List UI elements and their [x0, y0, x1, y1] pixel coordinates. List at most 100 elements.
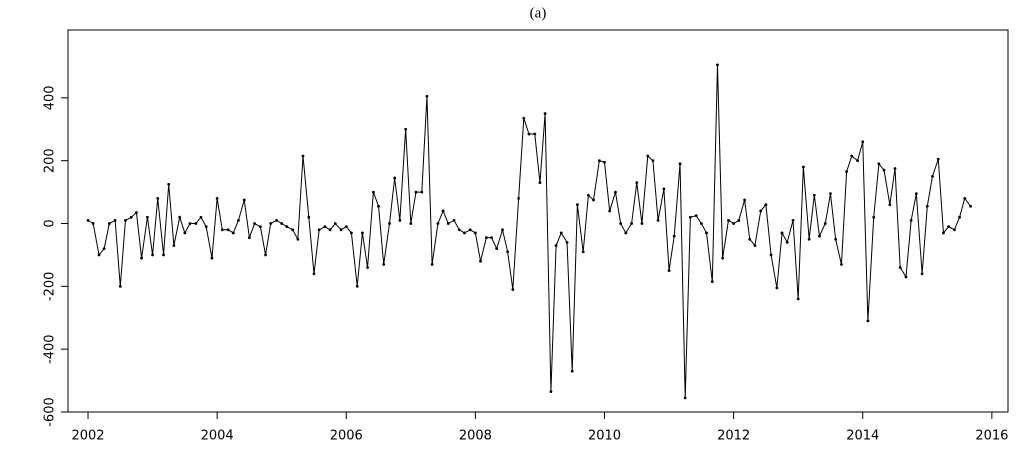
data-point: [662, 187, 666, 191]
data-point: [248, 236, 251, 240]
data-point: [759, 209, 763, 213]
data-point: [517, 196, 521, 200]
x-tick-label: 2016: [975, 429, 1008, 444]
data-point: [694, 214, 698, 218]
data-point: [344, 225, 348, 229]
data-point: [866, 319, 870, 323]
data-point: [457, 228, 461, 232]
data-point: [727, 218, 730, 222]
data-point: [404, 127, 408, 131]
data-point: [608, 209, 612, 213]
data-point: [823, 222, 827, 225]
data-point: [151, 253, 154, 257]
data-point: [258, 225, 262, 229]
data-point: [936, 157, 940, 161]
data-point: [947, 225, 951, 229]
data-point: [840, 262, 843, 266]
data-point: [829, 192, 832, 196]
data-point: [129, 215, 133, 219]
y-tick-label: -400: [43, 334, 58, 364]
data-point: [877, 162, 881, 166]
data-point: [678, 162, 682, 166]
data-point: [441, 209, 445, 213]
data-point: [118, 284, 122, 288]
data-point: [570, 369, 574, 373]
data-point: [215, 196, 219, 200]
data-point: [882, 168, 886, 172]
data-point: [204, 225, 208, 229]
data-point: [414, 190, 418, 194]
data-point: [178, 215, 182, 219]
data-point: [688, 215, 692, 219]
data-point: [285, 225, 289, 229]
data-point: [931, 174, 934, 178]
data-point: [188, 222, 192, 225]
data-point: [780, 231, 784, 235]
data-point: [172, 244, 176, 247]
data-point: [323, 225, 327, 229]
data-point: [107, 222, 111, 225]
data-point: [264, 253, 267, 257]
data-point: [801, 165, 805, 169]
data-point: [242, 198, 246, 202]
data-point: [307, 215, 311, 219]
data-point: [753, 244, 757, 247]
data-point: [710, 280, 714, 284]
data-point: [942, 231, 945, 235]
data-point: [575, 203, 579, 207]
x-tick-label: 2002: [71, 429, 104, 444]
y-tick-label: 400: [43, 85, 58, 110]
data-point: [296, 237, 300, 241]
data-point: [861, 140, 865, 144]
data-point: [549, 390, 553, 393]
data-point: [97, 253, 101, 257]
data-point: [355, 284, 359, 288]
data-point: [769, 253, 773, 257]
data-point: [473, 231, 477, 235]
data-point: [162, 253, 165, 257]
data-point: [409, 222, 413, 225]
data-point: [490, 236, 493, 240]
data-point: [382, 262, 386, 266]
data-point: [737, 218, 741, 222]
data-point: [743, 198, 746, 202]
data-point: [603, 160, 606, 164]
data-point: [393, 176, 397, 180]
data-point: [914, 192, 918, 196]
data-point: [210, 256, 214, 260]
data-point: [699, 222, 703, 225]
data-point: [586, 193, 590, 197]
y-tick-label: 200: [43, 148, 58, 173]
data-point: [495, 247, 499, 251]
data-point: [646, 154, 650, 158]
data-point: [113, 218, 117, 222]
data-point: [350, 231, 353, 235]
data-point: [705, 231, 708, 235]
data-point: [559, 231, 563, 235]
data-point: [291, 228, 295, 232]
data-point: [199, 215, 203, 219]
data-point: [511, 288, 515, 291]
data-point: [269, 222, 273, 225]
data-point: [893, 167, 897, 170]
data-point: [963, 196, 967, 200]
data-point: [86, 218, 90, 222]
data-point: [683, 396, 687, 400]
data-point: [280, 222, 284, 225]
data-point: [501, 228, 504, 232]
x-tick-label: 2010: [588, 429, 621, 444]
data-point: [183, 231, 187, 235]
data-point: [506, 250, 510, 254]
data-point: [672, 234, 676, 238]
data-point: [818, 234, 821, 238]
data-point: [301, 154, 305, 158]
data-point: [888, 203, 892, 207]
data-point: [619, 222, 623, 225]
plot-frame: [67, 29, 1009, 413]
data-point: [328, 228, 332, 232]
data-point: [807, 237, 811, 241]
y-tick-label: 0: [43, 219, 58, 227]
data-point: [371, 190, 375, 194]
data-point: [156, 196, 160, 200]
